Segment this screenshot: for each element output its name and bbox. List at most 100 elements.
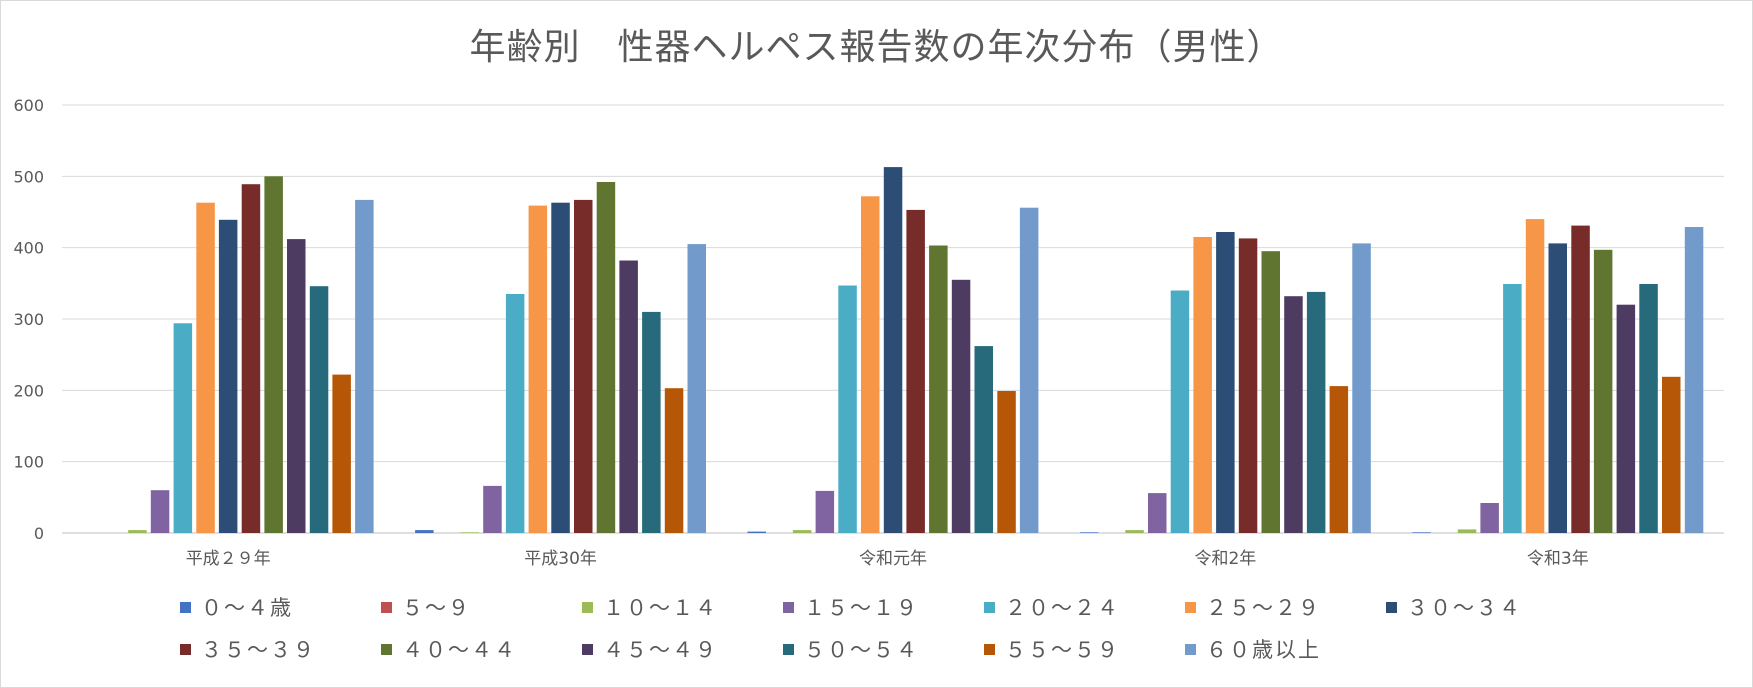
- bar: [929, 245, 948, 533]
- legend-item: ４０～４４: [381, 634, 517, 664]
- bar: [1684, 227, 1704, 533]
- legend-label: ４０～４４: [402, 638, 517, 662]
- x-category-label: 令和3年: [1527, 549, 1589, 569]
- legend-item: ５０～５４: [783, 634, 919, 664]
- bar: [241, 184, 261, 533]
- bar: [551, 202, 570, 533]
- legend-label: １０～１４: [603, 596, 718, 620]
- legend-swatch: [180, 643, 191, 655]
- legend-label: ３５～３９: [201, 638, 316, 662]
- bar: [309, 286, 329, 533]
- bar: [1079, 532, 1099, 533]
- legend-item: ６０歳以上: [1185, 634, 1321, 664]
- legend-swatch: [381, 643, 392, 655]
- bar: [355, 199, 374, 533]
- bar: [642, 311, 661, 533]
- bar: [1216, 232, 1235, 533]
- bar: [1329, 386, 1349, 533]
- legend-label: ３０～３４: [1407, 596, 1522, 620]
- legend-item: ３０～３４: [1386, 592, 1522, 622]
- legend-item: ５５～５９: [984, 634, 1120, 664]
- legend-item: １５～１９: [783, 592, 919, 622]
- legend-item: ３５～３９: [180, 634, 316, 664]
- bars: [128, 167, 1704, 534]
- legend-item: ０～４歳: [180, 592, 293, 622]
- chart-title: 年齢別 性器ヘルペス報告数の年次分布（男性）: [469, 27, 1284, 68]
- legend-item: １０～１４: [582, 592, 718, 622]
- bar: [596, 182, 616, 533]
- bar: [1548, 243, 1567, 533]
- x-category-label: 令和元年: [859, 549, 927, 569]
- bar: [1238, 238, 1258, 533]
- bar: [906, 209, 925, 533]
- x-category-label: 平成30年: [524, 549, 597, 569]
- bar: [1480, 503, 1499, 533]
- bar: [1019, 207, 1039, 533]
- bar: [1616, 304, 1636, 533]
- legend-swatch: [582, 643, 593, 655]
- bar: [505, 294, 525, 533]
- bar: [1503, 284, 1522, 533]
- bar: [1352, 243, 1371, 533]
- y-tick-label: 400: [13, 239, 44, 258]
- legend-swatch: [984, 601, 995, 613]
- bar: [951, 279, 971, 533]
- bar: [1306, 291, 1326, 533]
- legend-label: ５～９: [402, 596, 471, 620]
- bar: [1261, 251, 1280, 533]
- legend-item: ５～９: [381, 592, 471, 622]
- x-category-label: 令和2年: [1194, 549, 1256, 569]
- bar: [1525, 219, 1545, 533]
- bar: [1593, 249, 1613, 534]
- legend-swatch: [1185, 643, 1196, 655]
- bar: [747, 531, 766, 533]
- bar: [997, 391, 1016, 533]
- legend-swatch: [783, 643, 794, 655]
- bar: [574, 199, 593, 533]
- legend-item: ４５～４９: [582, 634, 718, 664]
- legend-label: ０～４歳: [201, 596, 293, 620]
- bar: [687, 244, 706, 533]
- y-tick-label: 500: [13, 167, 44, 186]
- legend-swatch: [984, 643, 995, 655]
- legend-label: ６０歳以上: [1206, 638, 1321, 662]
- legend-swatch: [1386, 601, 1397, 613]
- legend-swatch: [1185, 601, 1196, 613]
- legend-swatch: [582, 601, 593, 613]
- bar: [128, 530, 147, 533]
- bar: [150, 490, 170, 533]
- bar: [1148, 493, 1167, 533]
- y-axis-ticks: 0 100 200 300 400 500 600: [13, 96, 44, 543]
- bar: [415, 530, 434, 533]
- legend-label: ５０～５４: [804, 638, 919, 662]
- legend-swatch: [381, 601, 392, 613]
- legend-label: １５～１９: [804, 596, 919, 620]
- legend-label: ２５～２９: [1206, 596, 1321, 620]
- legend-label: ２０～２４: [1005, 596, 1120, 620]
- bar: [1457, 529, 1477, 533]
- y-tick-label: 100: [13, 453, 44, 472]
- bar: [173, 323, 193, 533]
- y-tick-label: 300: [13, 310, 44, 329]
- bar: [264, 176, 283, 534]
- bar: [332, 374, 351, 533]
- x-category-label: 平成２９年: [186, 549, 271, 569]
- bar: [460, 532, 479, 533]
- bar: [792, 530, 812, 533]
- bar: [883, 167, 903, 533]
- bar: [287, 239, 306, 533]
- legend-item: ２０～２４: [984, 592, 1120, 622]
- bar: [664, 388, 684, 533]
- bar: [1412, 532, 1431, 533]
- legend-label: ４５～４９: [603, 638, 718, 662]
- bar: [1193, 237, 1212, 533]
- bar: [619, 260, 638, 533]
- bar: [838, 285, 857, 533]
- bar: [483, 485, 502, 533]
- bar: [1170, 290, 1190, 533]
- bar: [1639, 284, 1658, 533]
- bar: [1125, 530, 1144, 533]
- y-tick-label: 0: [34, 524, 44, 543]
- legend-swatch: [783, 601, 794, 613]
